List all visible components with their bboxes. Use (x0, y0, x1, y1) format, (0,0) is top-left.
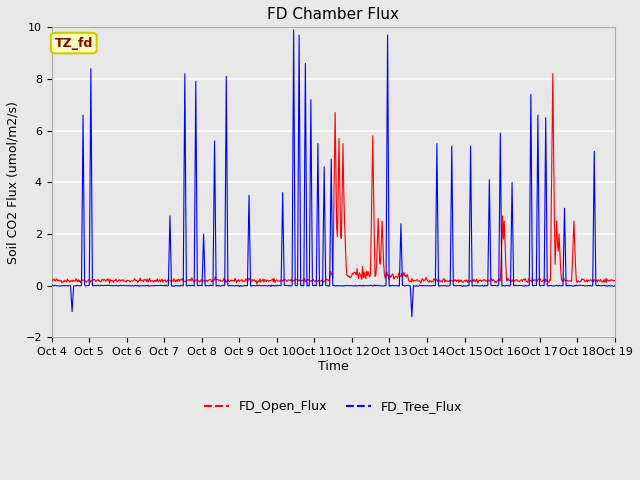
X-axis label: Time: Time (318, 360, 349, 373)
Legend: FD_Open_Flux, FD_Tree_Flux: FD_Open_Flux, FD_Tree_Flux (199, 395, 467, 418)
Title: FD Chamber Flux: FD Chamber Flux (267, 7, 399, 22)
Text: TZ_fd: TZ_fd (54, 36, 93, 49)
Y-axis label: Soil CO2 Flux (umol/m2/s): Soil CO2 Flux (umol/m2/s) (7, 101, 20, 264)
